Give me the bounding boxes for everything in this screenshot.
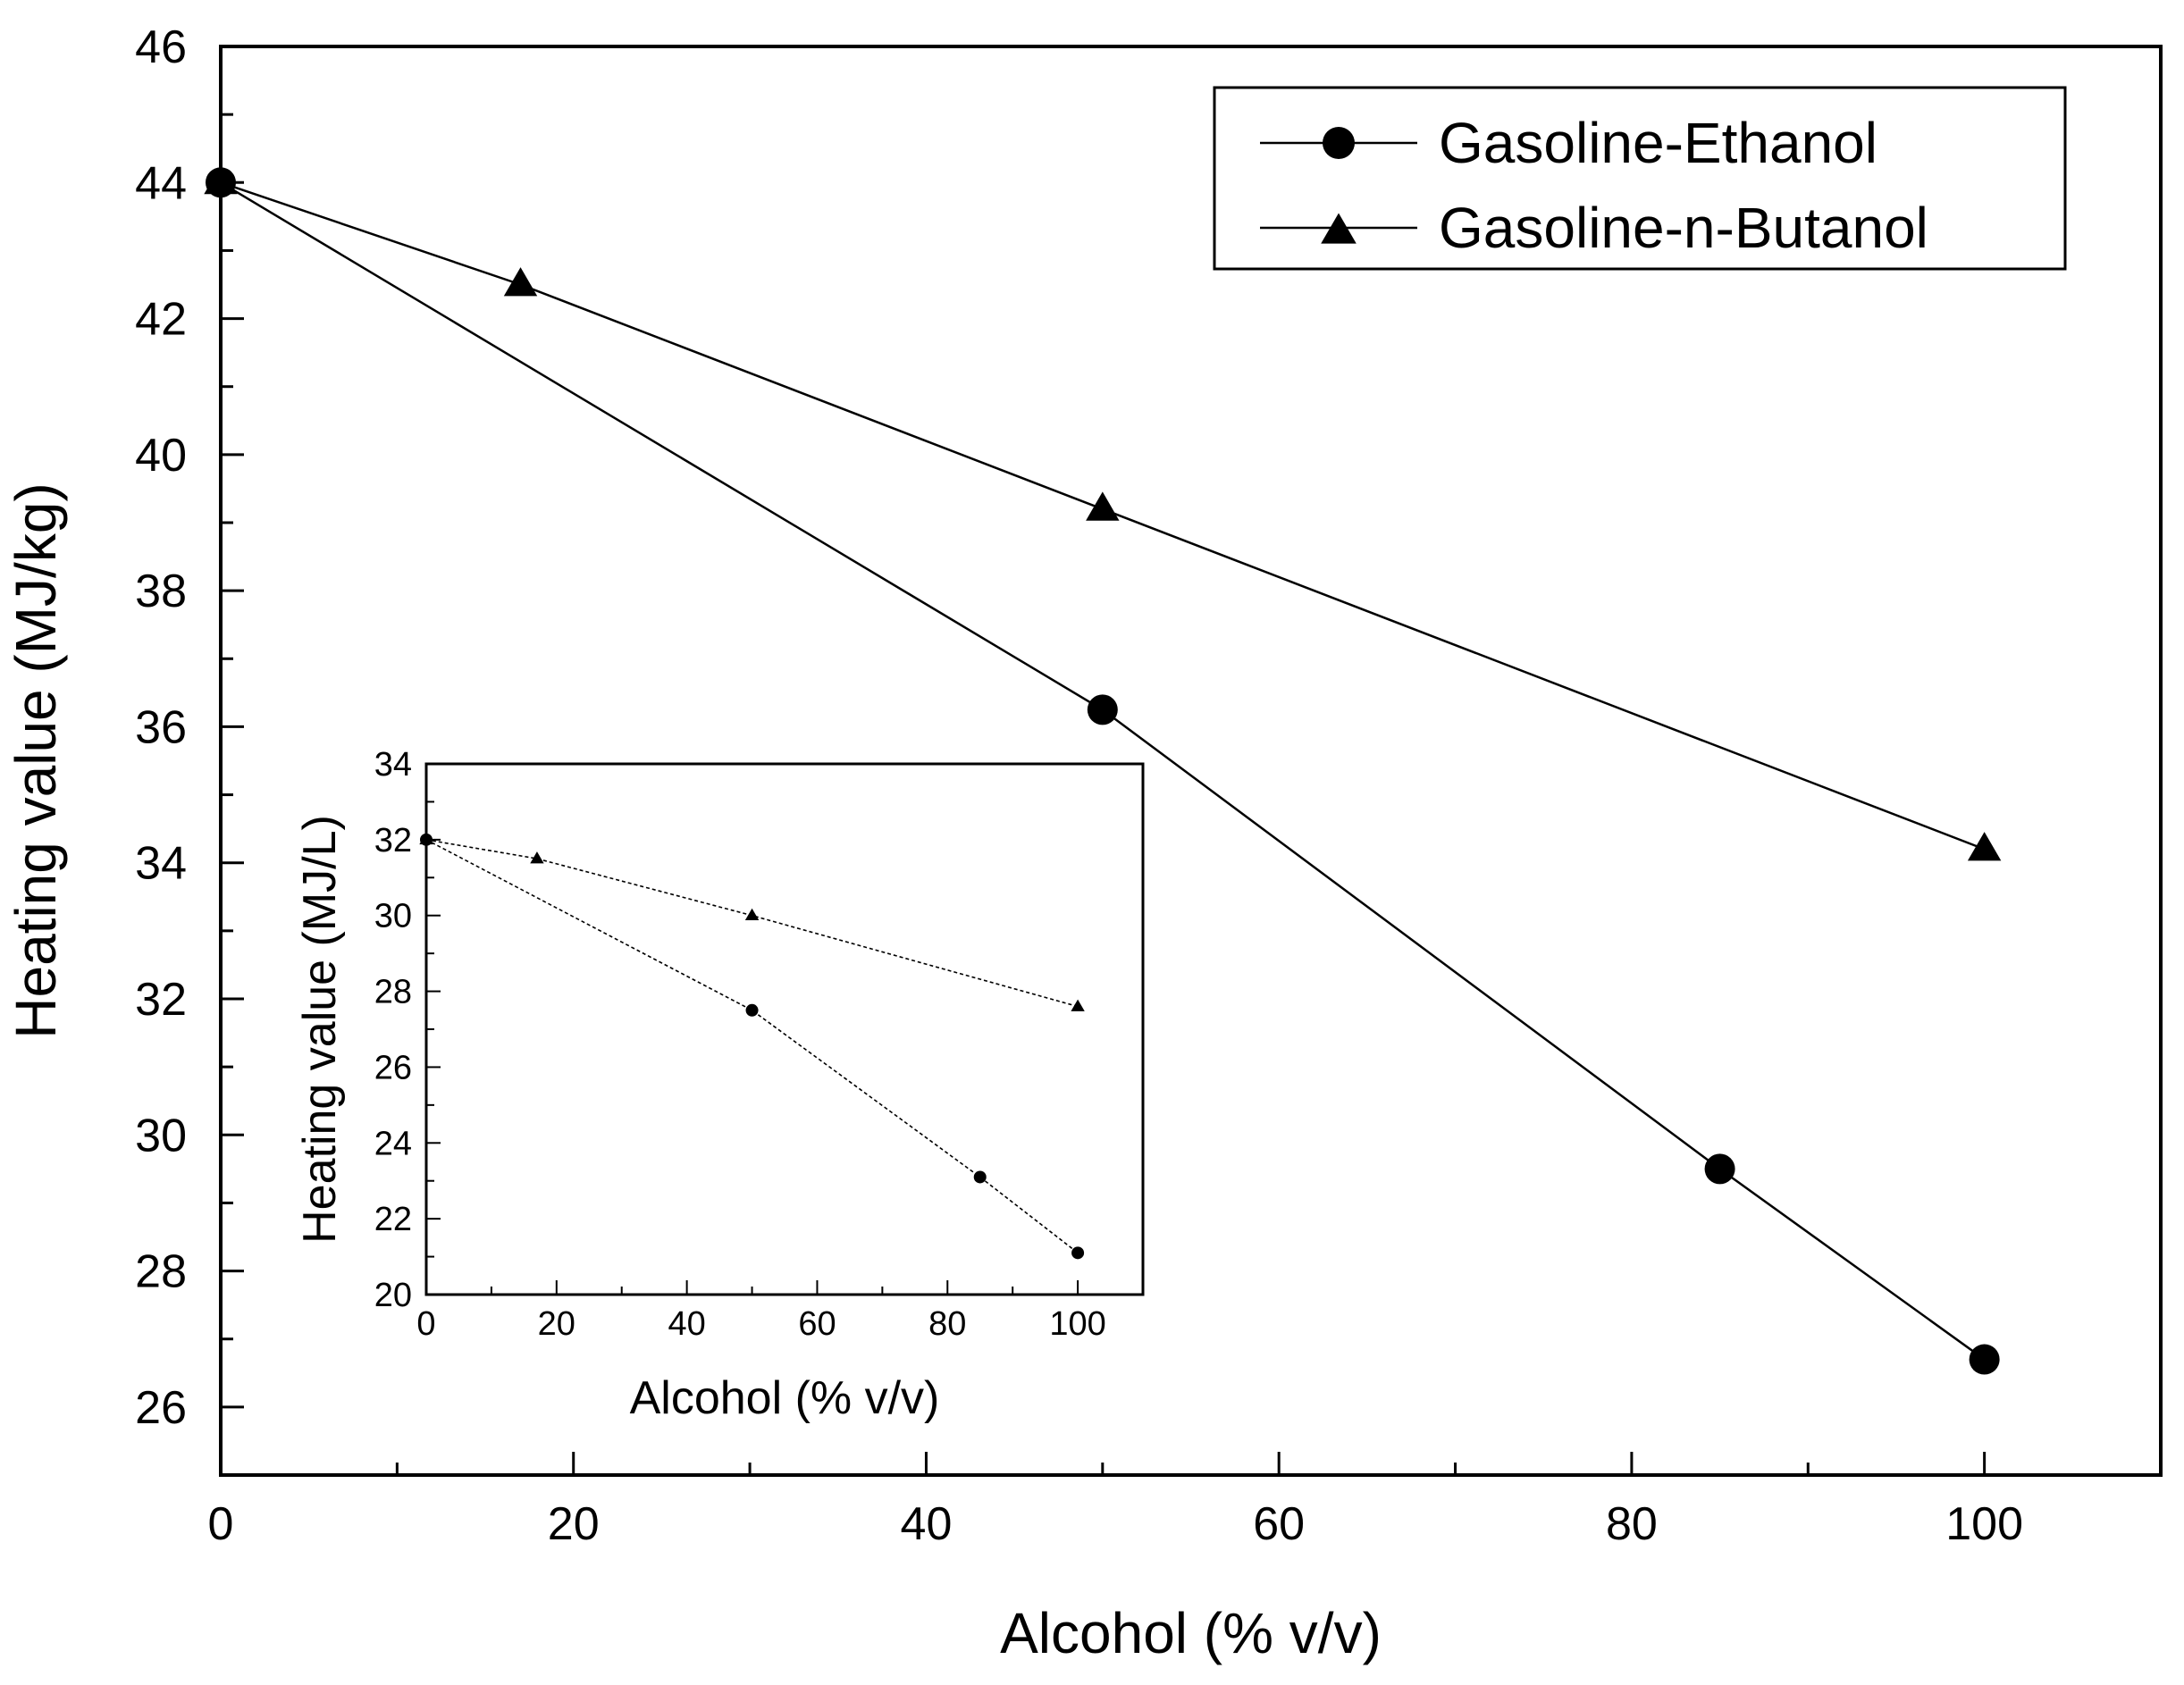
inset-y-tick-label-26: 26 — [374, 1049, 412, 1086]
main-y-tick-label-32: 32 — [135, 974, 187, 1026]
main-point-gasoline-ethanol-100 — [1969, 1344, 2000, 1375]
inset-point-gasoline-n-butanol-17 — [530, 851, 544, 864]
main-point-gasoline-n-butanol-50 — [1086, 491, 1120, 521]
inset-x-tick-label-80: 80 — [928, 1305, 966, 1343]
main-y-tick-label-40: 40 — [135, 430, 187, 482]
main-point-gasoline-ethanol-85 — [1704, 1153, 1735, 1185]
inset-series-line-gasoline-n-butanol — [425, 839, 1079, 1008]
main-y-tick-label-38: 38 — [135, 566, 187, 617]
main-point-gasoline-n-butanol-0 — [204, 164, 238, 195]
legend-label-gasoline-ethanol: Gasoline-Ethanol — [1439, 111, 1877, 175]
main-point-gasoline-ethanol-50 — [1087, 694, 1118, 725]
inset-point-gasoline-n-butanol-50 — [744, 908, 760, 921]
main-point-gasoline-n-butanol-17 — [503, 267, 538, 297]
legend-label-gasoline-n-butanol: Gasoline-n-Butanol — [1439, 196, 1928, 260]
main-x-tick-label-40: 40 — [901, 1498, 953, 1550]
inset-y-axis-title: Heating value (MJ/L) — [294, 815, 346, 1244]
inset-x-tick-label-100: 100 — [1049, 1305, 1105, 1343]
inset-x-tick-label-20: 20 — [538, 1305, 575, 1343]
main-y-axis-title: Heating value (MJ/kg) — [4, 482, 68, 1038]
inset-y-tick-label-34: 34 — [374, 746, 412, 784]
legend-marker-gasoline-n-butanol — [1321, 213, 1357, 244]
legend-marker-gasoline-ethanol — [1323, 127, 1355, 159]
inset-y-tick-label-28: 28 — [374, 974, 412, 1011]
main-x-tick-label-100: 100 — [1945, 1498, 2023, 1550]
inset-point-gasoline-n-butanol-100 — [1071, 999, 1085, 1011]
main-y-tick-label-34: 34 — [135, 838, 187, 890]
inset-point-gasoline-n-butanol-0 — [419, 832, 433, 845]
main-x-tick-label-60: 60 — [1253, 1498, 1305, 1550]
inset-series-line-gasoline-ethanol — [425, 839, 1079, 1253]
main-x-axis-title: Alcohol (% v/v) — [1000, 1601, 1382, 1665]
main-y-tick-label-26: 26 — [135, 1382, 187, 1434]
inset-point-gasoline-ethanol-85 — [973, 1170, 987, 1184]
main-x-tick-label-0: 0 — [208, 1498, 234, 1550]
inset-y-tick-label-20: 20 — [374, 1277, 412, 1314]
main-x-tick-label-20: 20 — [548, 1498, 600, 1550]
inset-y-tick-label-22: 22 — [374, 1201, 412, 1238]
inset-point-gasoline-ethanol-100 — [1071, 1246, 1085, 1260]
main-plot-frame — [219, 45, 2163, 1477]
inset-y-tick-label-32: 32 — [374, 822, 412, 859]
inset-x-axis-title: Alcohol (% v/v) — [630, 1372, 940, 1424]
main-y-tick-label-30: 30 — [135, 1110, 187, 1161]
inset-plot-frame — [424, 762, 1145, 1296]
inset-x-tick-label-40: 40 — [668, 1305, 705, 1343]
inset-x-tick-label-0: 0 — [416, 1305, 435, 1343]
inset-point-gasoline-ethanol-50 — [745, 1003, 759, 1017]
main-y-tick-label-36: 36 — [135, 701, 187, 753]
legend-box — [1213, 86, 2067, 271]
inset-y-tick-label-24: 24 — [374, 1125, 412, 1162]
legend: Gasoline-Ethanol Gasoline-n-Butanol — [1213, 86, 2067, 271]
main-point-gasoline-n-butanol-100 — [1967, 832, 2002, 861]
main-y-tick-label-28: 28 — [135, 1246, 187, 1298]
main-y-tick-label-42: 42 — [135, 294, 187, 346]
main-plot: 0 20 40 60 80 1002628303234363840424446Alcoho… — [4, 21, 2163, 1665]
inset-x-tick-label-60: 60 — [798, 1305, 836, 1343]
main-series-line-gasoline-ethanol — [220, 181, 1986, 1361]
main-series-line-gasoline-n-butanol — [220, 181, 1986, 851]
main-x-tick-label-80: 80 — [1606, 1498, 1658, 1550]
inset-y-tick-label-30: 30 — [374, 898, 412, 935]
main-y-tick-label-46: 46 — [135, 21, 187, 73]
main-y-tick-label-44: 44 — [135, 157, 187, 209]
